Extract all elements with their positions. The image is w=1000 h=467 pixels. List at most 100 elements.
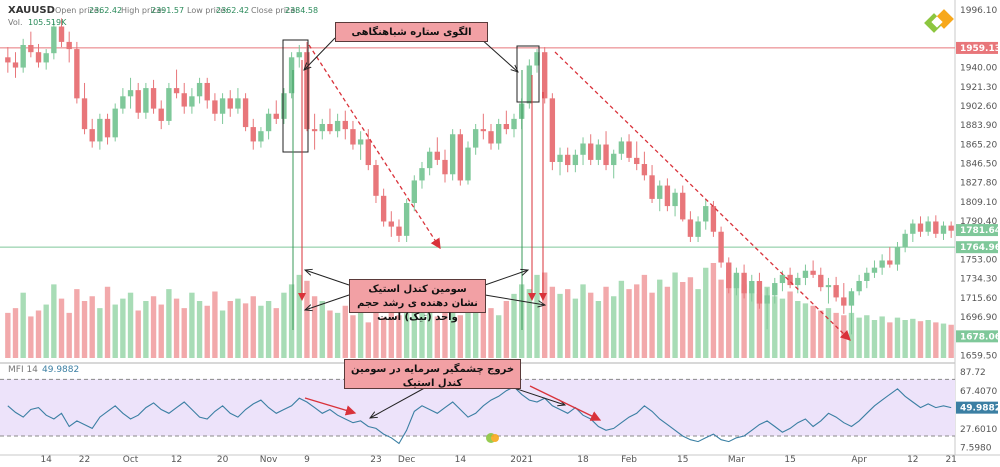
candle-body: [258, 131, 264, 142]
time-tick-label: 18: [577, 455, 589, 465]
candle-body: [434, 151, 441, 160]
trend-arrow-2: [554, 51, 851, 341]
mfi-value-bg: [956, 401, 998, 414]
candle-body: [848, 291, 855, 306]
candle-body: [181, 93, 187, 107]
time-tick-label: 9: [304, 455, 310, 465]
volume-bar: [925, 320, 931, 358]
candle-body: [158, 108, 164, 121]
price-tick-label: 1715.60: [960, 294, 997, 304]
candle-body: [818, 274, 824, 288]
candle-body: [580, 143, 586, 155]
volume-bar: [304, 280, 310, 358]
mfi-value-label: 49.9882: [960, 404, 1000, 414]
volume-bar: [380, 317, 387, 358]
candle-body: [219, 98, 226, 114]
volume-bar: [104, 286, 111, 358]
candle-body: [933, 221, 939, 234]
candle-body: [419, 168, 425, 181]
time-tick-label: 12: [907, 455, 918, 465]
volume-bar: [173, 298, 180, 358]
volume-bar: [265, 301, 272, 358]
volume-bar: [565, 289, 571, 358]
volume-bar: [235, 298, 241, 358]
volume-bar: [158, 304, 164, 358]
candle-body: [74, 49, 80, 99]
volume-bar: [741, 284, 747, 358]
candle-body: [641, 164, 648, 176]
volume-bar: [733, 274, 740, 358]
candle-body: [611, 153, 617, 166]
candle-body: [856, 280, 862, 292]
candle-body: [534, 52, 540, 66]
time-tick-label: Oct: [123, 455, 139, 465]
price-label-text: 1959.13: [960, 44, 1000, 54]
volume-bar: [365, 322, 371, 358]
time-tick-label: 21: [945, 455, 956, 465]
candle-body: [940, 225, 947, 234]
volume-bar: [150, 296, 157, 358]
volume-bar: [465, 310, 471, 358]
volume-bar: [327, 310, 333, 358]
candle-body: [741, 272, 747, 294]
volume-bar: [373, 312, 379, 358]
candle-body: [104, 118, 111, 138]
vol-label: Vol.: [8, 18, 23, 27]
candle-body: [66, 41, 72, 50]
volume-bar: [695, 289, 701, 358]
price-label-bg: [956, 330, 998, 343]
candle-body: [526, 65, 533, 104]
volume-bar: [795, 301, 801, 358]
volume-bar: [74, 289, 80, 358]
time-tick-label: 23: [370, 455, 381, 465]
candle-body: [649, 175, 655, 199]
volume-bar: [848, 312, 855, 358]
candle-body: [150, 88, 157, 109]
open-label: Open price:: [55, 6, 102, 15]
candle-body: [166, 88, 172, 121]
time-tick-label: Mar: [728, 455, 745, 465]
volume-bar: [871, 320, 878, 358]
candle-body: [657, 185, 663, 199]
candle-body: [58, 26, 65, 42]
watermark-logo-icon: [486, 433, 499, 443]
volume-bar: [718, 279, 724, 358]
time-tick-label: Nov: [260, 455, 278, 465]
candle-body: [127, 90, 134, 97]
symbol-label: XAUUSD: [8, 5, 55, 16]
volume-bar: [449, 312, 456, 358]
candle-body: [764, 295, 770, 304]
volume-bar: [664, 286, 671, 358]
time-tick-label: 14: [455, 455, 467, 465]
volume-bar: [28, 316, 34, 358]
volume-bar: [204, 305, 210, 358]
volume-bar: [603, 286, 609, 358]
mfi-tick-label: 67.4070: [960, 387, 997, 397]
candle-body: [204, 82, 210, 101]
volume-bar: [917, 321, 924, 358]
candle-body: [779, 274, 786, 284]
candle-body: [733, 272, 740, 289]
callout-line-4: [305, 294, 350, 310]
volume-bar: [557, 293, 563, 358]
price-label-bg: [956, 241, 998, 254]
close-label: Close price:: [251, 6, 298, 15]
candle-body: [894, 247, 901, 265]
volume-bar: [411, 312, 417, 358]
candle-body: [265, 113, 272, 132]
price-label-text: 1678.06: [960, 332, 1000, 342]
callout-line-5: [484, 270, 528, 286]
volume-bar: [825, 308, 832, 358]
candlesticks: [5, 18, 954, 335]
volume-bar: [58, 298, 65, 358]
pattern-title-box: الگوی ستاره شباهنگاهی: [335, 22, 488, 42]
volume-bar: [933, 322, 939, 358]
time-tick-label: 15: [677, 455, 688, 465]
volume-bar: [5, 312, 11, 358]
candle-body: [542, 52, 548, 99]
candle-body: [212, 100, 218, 114]
volume-bar: [511, 293, 517, 358]
candle-body: [687, 219, 694, 237]
volume-bar: [726, 272, 732, 358]
candle-body: [511, 118, 517, 130]
